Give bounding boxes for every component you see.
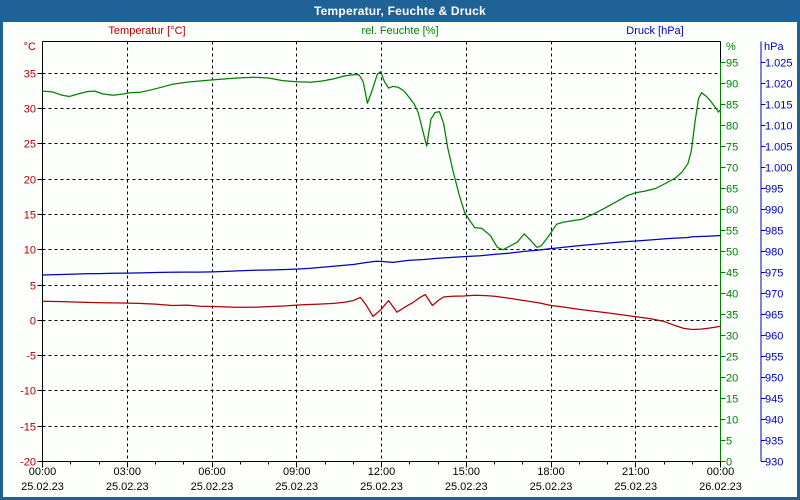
temp-tick-label: 25: [24, 139, 36, 151]
pressure-tick-label: 1.005: [765, 142, 793, 154]
humidity-tick-label: 10: [726, 415, 738, 427]
time-label: 21:00: [622, 466, 650, 478]
pressure-axis-unit-label: hPa: [764, 41, 784, 53]
temperature-line: [41, 293, 722, 331]
date-label: 25.02.23: [191, 481, 234, 493]
temp-tick-label: 30: [24, 104, 36, 116]
temp-tick-label: 0: [30, 316, 36, 328]
date-label: 25.02.23: [445, 481, 488, 493]
gridlines: [42, 41, 721, 462]
humidity-tick-label: 5: [726, 436, 732, 448]
humidity-tick-label: 20: [726, 373, 738, 385]
pressure-tick-label: 950: [765, 373, 783, 385]
humidity-tick-label: 60: [726, 205, 738, 217]
date-label: 25.02.23: [614, 481, 657, 493]
temp-tick-label: -15: [20, 422, 36, 434]
pressure-tick-label: 940: [765, 415, 783, 427]
temp-tick-label: -10: [20, 386, 36, 398]
pressure-tick-label: 985: [765, 226, 783, 238]
humidity-tick-label: 30: [726, 331, 738, 343]
humidity-tick-label: 65: [726, 184, 738, 196]
time-label: 15:00: [452, 466, 480, 478]
pressure-tick-label: 1.010: [765, 121, 793, 133]
date-label: 25.02.23: [275, 481, 318, 493]
humidity-tick-label: 35: [726, 310, 738, 322]
temp-tick-label: -20: [20, 457, 36, 469]
time-label: 00:00: [29, 466, 57, 478]
time-label: 12:00: [368, 466, 396, 478]
pressure-tick-label: 955: [765, 352, 783, 364]
temp-tick-label: -5: [26, 351, 36, 363]
humidity-axis-unit-label: %: [726, 41, 736, 53]
temp-tick-label: 10: [24, 245, 36, 257]
humidity-tick-label: 40: [726, 289, 738, 301]
pressure-tick-label: 980: [765, 247, 783, 259]
time-axis: 00:00 25.02.23 03:00 25.02.23 06:00 25.02.23 0…: [21, 461, 742, 493]
time-label: 03:00: [113, 466, 141, 478]
pressure-tick-label: 1.020: [765, 79, 793, 91]
time-label: 18:00: [537, 466, 565, 478]
humidity-line: [41, 71, 722, 251]
pressure-tick-label: 1.025: [765, 58, 793, 70]
pressure-tick-label: 990: [765, 205, 783, 217]
date-label: 25.02.23: [106, 481, 149, 493]
humidity-tick-label: 55: [726, 226, 738, 238]
legend-humidity: rel. Feuchte [%]: [361, 25, 439, 37]
title-bar: Temperatur, Feuchte & Druck: [0, 0, 800, 22]
pressure-tick-label: 935: [765, 436, 783, 448]
temp-tick-label: 20: [24, 175, 36, 187]
pressure-tick-label: 930: [765, 457, 783, 469]
pressure-tick-label: 945: [765, 394, 783, 406]
humidity-tick-label: 90: [726, 79, 738, 91]
series: [41, 71, 722, 331]
humidity-tick-label: 75: [726, 142, 738, 154]
pressure-tick-label: 1.000: [765, 163, 793, 175]
pressure-tick-label: 960: [765, 331, 783, 343]
temperature-axis: 35 30 25 20 15 10 5 0 -5 -10 -15 -20 °C: [20, 41, 43, 469]
humidity-tick-label: 50: [726, 247, 738, 259]
humidity-tick-label: 0: [726, 457, 732, 469]
window-title: Temperatur, Feuchte & Druck: [314, 4, 486, 18]
temp-tick-label: 5: [30, 281, 36, 293]
humidity-tick-label: 80: [726, 121, 738, 133]
pressure-axis: 1.025 1.020 1.015 1.010 1.005 1.000 995 990 985 9…: [760, 41, 793, 469]
temp-axis-unit-label: °C: [24, 41, 36, 53]
humidity-tick-label: 85: [726, 100, 738, 112]
temp-tick-label: 35: [24, 69, 36, 81]
temp-tick-label: 15: [24, 210, 36, 222]
legend-pressure: Druck [hPa]: [626, 25, 684, 37]
time-label: 09:00: [283, 466, 311, 478]
date-label: 26.02.23: [699, 481, 742, 493]
time-label: 06:00: [198, 466, 226, 478]
pressure-tick-label: 965: [765, 310, 783, 322]
humidity-tick-label: 25: [726, 352, 738, 364]
date-label: 25.02.23: [360, 481, 403, 493]
plot-frame: [42, 41, 721, 462]
humidity-tick-label: 45: [726, 268, 738, 280]
pressure-tick-label: 970: [765, 289, 783, 301]
date-label: 25.02.23: [530, 481, 573, 493]
date-label: 25.02.23: [21, 481, 64, 493]
humidity-tick-label: 70: [726, 163, 738, 175]
pressure-tick-label: 975: [765, 268, 783, 280]
pressure-tick-label: 1.015: [765, 100, 793, 112]
pressure-line: [41, 234, 722, 276]
pressure-tick-label: 995: [765, 184, 783, 196]
humidity-tick-label: 15: [726, 394, 738, 406]
humidity-tick-label: 95: [726, 58, 738, 70]
time-label: 00:00: [707, 466, 735, 478]
legend-temperature: Temperatur [°C]: [108, 25, 186, 37]
